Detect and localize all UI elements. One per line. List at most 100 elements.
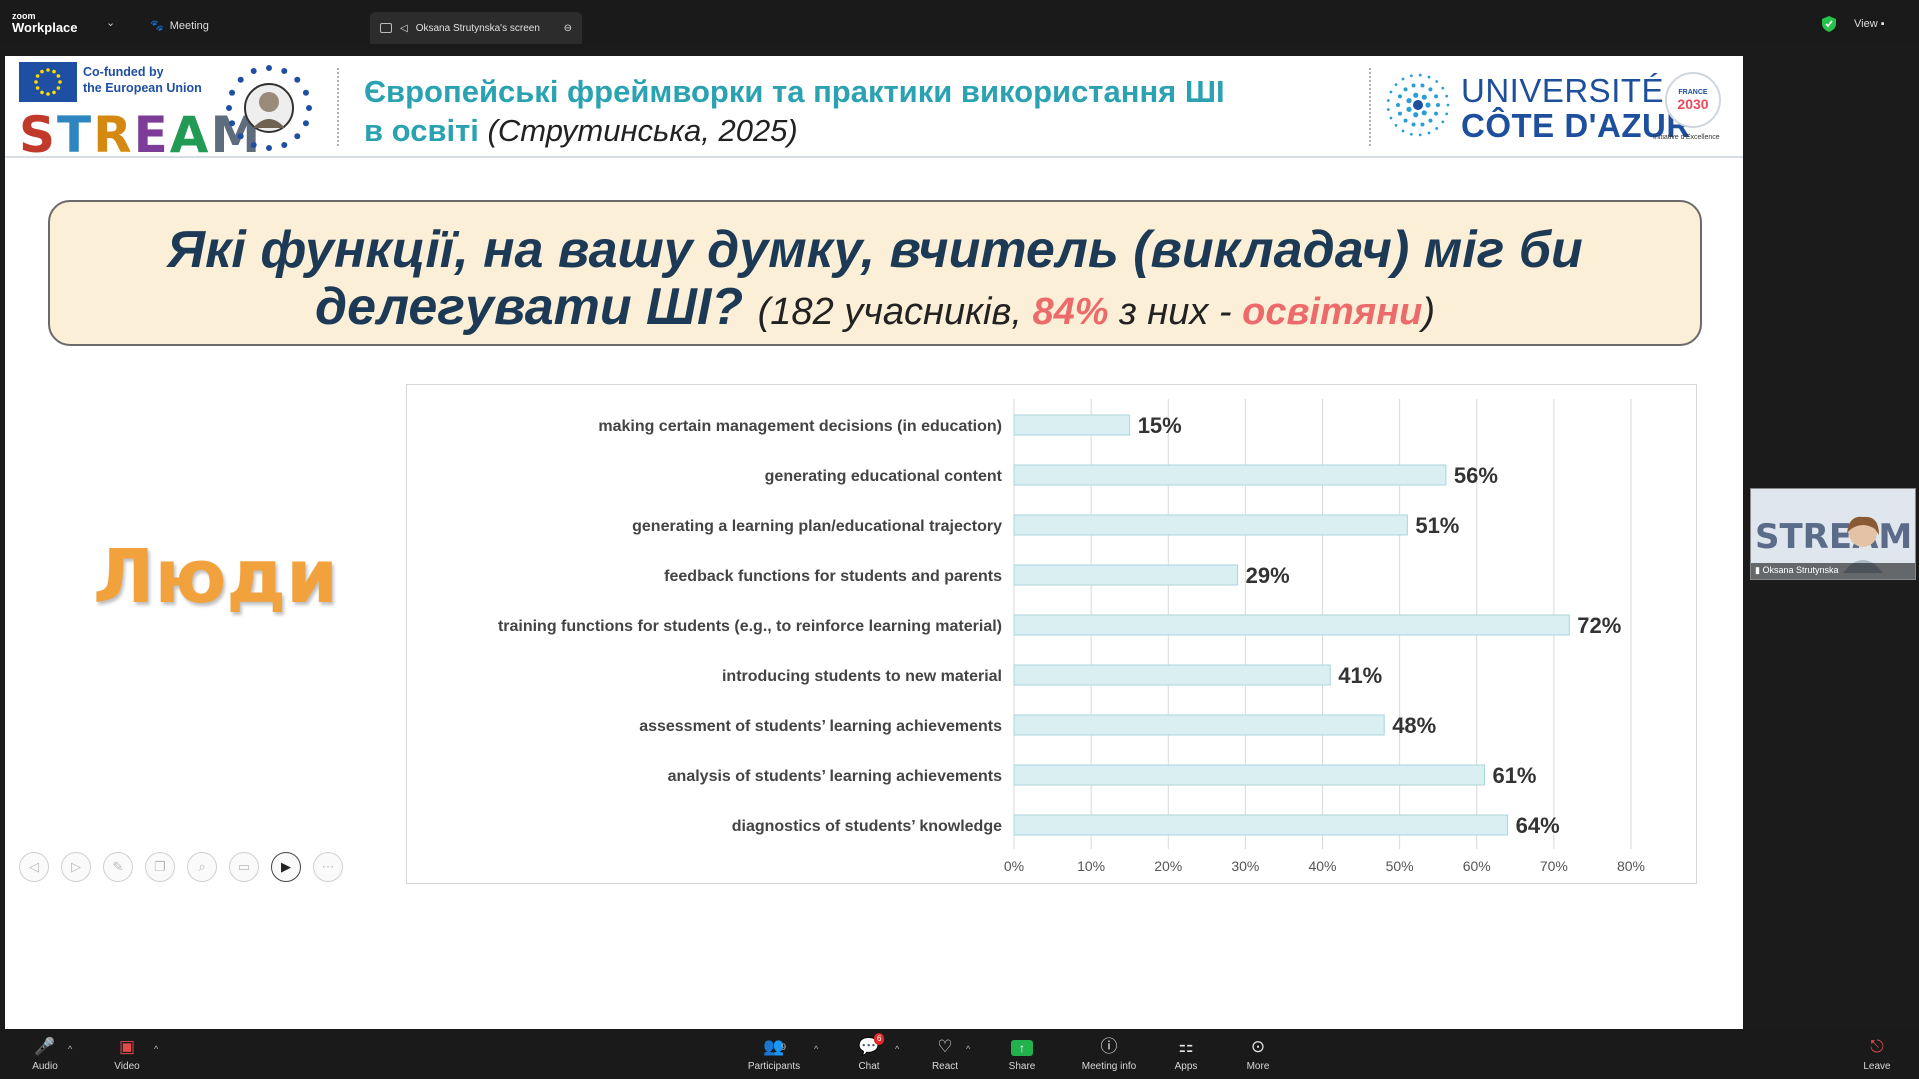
tile-stream-logo: STREAM (1755, 517, 1913, 557)
eu-cofunded-text: Co-funded by the European Union (83, 64, 202, 97)
category-label: generating a learning plan/educational t… (632, 518, 1002, 535)
participants-count: 9 (781, 1042, 787, 1052)
share-label: Share (1008, 1061, 1036, 1072)
category-label: making certain management decisions (in … (598, 418, 1002, 435)
camera-icon[interactable]: ▶ (271, 852, 301, 882)
presentation-slide: Co-funded by the European Union STREAM Є… (5, 56, 1743, 1029)
audio-label: Audio (32, 1061, 58, 1072)
grid-icon: ▪ (1880, 18, 1885, 30)
react-label: React (931, 1061, 959, 1072)
x-tick-label: 0% (1004, 858, 1024, 874)
chat-options-icon[interactable]: ^ (895, 1044, 900, 1054)
share-screen-icon: ↑ (987, 1036, 1057, 1058)
bar (1013, 764, 1485, 786)
leave-icon: ⎋ (1870, 1037, 1884, 1056)
zoom-workplace-logo[interactable]: zoom Workplace (12, 11, 78, 35)
zoom-meeting-controls: 🎤 Audio ^ ▣ Video ^ 👥 9 Participants ^ 💬… (0, 1030, 1919, 1079)
data-label: 48% (1392, 713, 1436, 738)
brand-small: zoom (12, 11, 36, 21)
bar (1013, 564, 1239, 586)
next-icon[interactable]: ▷ (61, 852, 91, 882)
shared-screen-area: Co-funded by the European Union STREAM Є… (0, 46, 1919, 1030)
meta-c: ) (1422, 291, 1435, 334)
data-label: 15% (1138, 413, 1182, 438)
paw-icon: 🐾 (150, 20, 164, 32)
view-label: View (1854, 18, 1878, 30)
apps-icon: ⚏ (1178, 1037, 1194, 1056)
data-label: 72% (1577, 613, 1621, 638)
bar-chart: 0% 10% 20% 30% 40% 50% 60% 70% 80% making certain… (406, 384, 1697, 884)
chat-badge: 6 (874, 1033, 885, 1045)
category-label: diagnostics of students’ knowledge (732, 818, 1002, 835)
participant-name: ▮ Oksana Strutynska (1751, 563, 1915, 579)
more-icon[interactable]: ⋯ (313, 852, 343, 882)
heart-icon: ♡ (937, 1037, 953, 1056)
chat-label: Chat (858, 1061, 880, 1072)
prev-icon[interactable]: ◁ (19, 852, 49, 882)
uca-line2: CÔTE D'AZUR (1461, 106, 1691, 144)
people-label: Люди (93, 534, 339, 620)
france-caption: Initiative d'Excellence (1653, 134, 1720, 141)
view-button[interactable]: View ▪ (1854, 18, 1885, 30)
eu-flag-icon (19, 62, 77, 102)
meeting-info-button[interactable]: ⓘ Meeting info (1074, 1036, 1144, 1072)
bar (1013, 664, 1331, 686)
meeting-tab[interactable]: 🐾 Meeting (150, 19, 209, 33)
meeting-label: Meeting (169, 19, 209, 32)
question-box: Які функції, на вашу думку, вчитель (вик… (48, 200, 1702, 346)
presenter-toolbar: ◁ ▷ ✎ ❐ ⌕ ▭ ▶ ⋯ (19, 852, 343, 882)
category-label: feedback functions for students and pare… (664, 568, 1002, 585)
shared-screen-tab[interactable]: ◁ Oksana Strutynska's screen ⊖ (370, 12, 582, 44)
chat-button[interactable]: 💬 6 Chat (834, 1033, 904, 1072)
header-divider-left (337, 68, 339, 146)
participants-button[interactable]: 👥 9 Participants (739, 1036, 809, 1072)
data-label: 51% (1415, 513, 1459, 538)
slide-title: Європейські фреймворки та практики викор… (364, 72, 1364, 150)
meta-percent: 84% (1032, 291, 1109, 334)
subtitle-icon[interactable]: ▭ (229, 852, 259, 882)
participants-meta: (182 учасників, 84% з них - освітяни) (758, 291, 1435, 333)
x-tick-label: 30% (1231, 858, 1259, 874)
copy-icon[interactable]: ❐ (145, 852, 175, 882)
question-part2: делегувати ШІ? (315, 278, 744, 337)
leave-label: Leave (1863, 1061, 1891, 1072)
apps-button[interactable]: ⚏ Apps (1151, 1036, 1221, 1072)
speaker-icon: ◁ (400, 22, 408, 34)
video-button[interactable]: ▣ Video (92, 1036, 162, 1072)
chevron-down-icon[interactable]: ⌄ (106, 17, 116, 29)
more-button[interactable]: ⊙ More (1223, 1036, 1293, 1072)
leave-button[interactable]: ⎋ Leave (1842, 1036, 1912, 1072)
participants-options-icon[interactable]: ^ (814, 1044, 819, 1054)
encryption-shield-icon[interactable] (1822, 16, 1836, 32)
data-label: 61% (1492, 763, 1536, 788)
audio-button[interactable]: 🎤 Audio (10, 1036, 80, 1072)
category-label: analysis of students’ learning achieveme… (668, 768, 1002, 785)
video-options-icon[interactable]: ^ (154, 1044, 159, 1054)
react-options-icon[interactable]: ^ (966, 1044, 971, 1054)
zoom-top-bar: zoom Workplace ⌄ 🐾 Meeting ◁ Oksana Stru… (0, 0, 1919, 46)
x-tick-label: 50% (1386, 858, 1414, 874)
category-label: assessment of students’ learning achieve… (639, 718, 1002, 735)
category-label: introducing students to new material (722, 668, 1002, 685)
pen-icon[interactable]: ✎ (103, 852, 133, 882)
bar (1013, 814, 1509, 836)
video-off-icon: ▣ (118, 1037, 136, 1056)
options-icon[interactable]: ⊖ (563, 22, 572, 34)
data-label: 64% (1516, 813, 1560, 838)
title-citation: (Струтинська, 2025) (487, 113, 798, 149)
audio-options-icon[interactable]: ^ (68, 1044, 73, 1054)
meta-b: з них - (1119, 291, 1232, 334)
react-button[interactable]: ♡ React (910, 1036, 980, 1072)
x-tick-label: 20% (1154, 858, 1182, 874)
ellipsis-icon: ⊙ (1250, 1037, 1266, 1056)
title-line1: Європейські фреймворки та практики викор… (364, 74, 1225, 109)
data-label: 56% (1454, 463, 1498, 488)
france-year: 2030 (1677, 95, 1709, 112)
eu-text-line1: Co-funded by (83, 65, 164, 79)
question-line2: делегувати ШІ? (182 учасників, 84% з них… (50, 279, 1700, 336)
video-label: Video (114, 1061, 140, 1072)
participant-video-tile[interactable]: STREAM ▮ Oksana Strutynska (1750, 488, 1916, 580)
header-divider-right (1369, 68, 1371, 146)
zoom-icon[interactable]: ⌕ (187, 852, 217, 882)
share-button[interactable]: ↑ Share (987, 1036, 1057, 1072)
